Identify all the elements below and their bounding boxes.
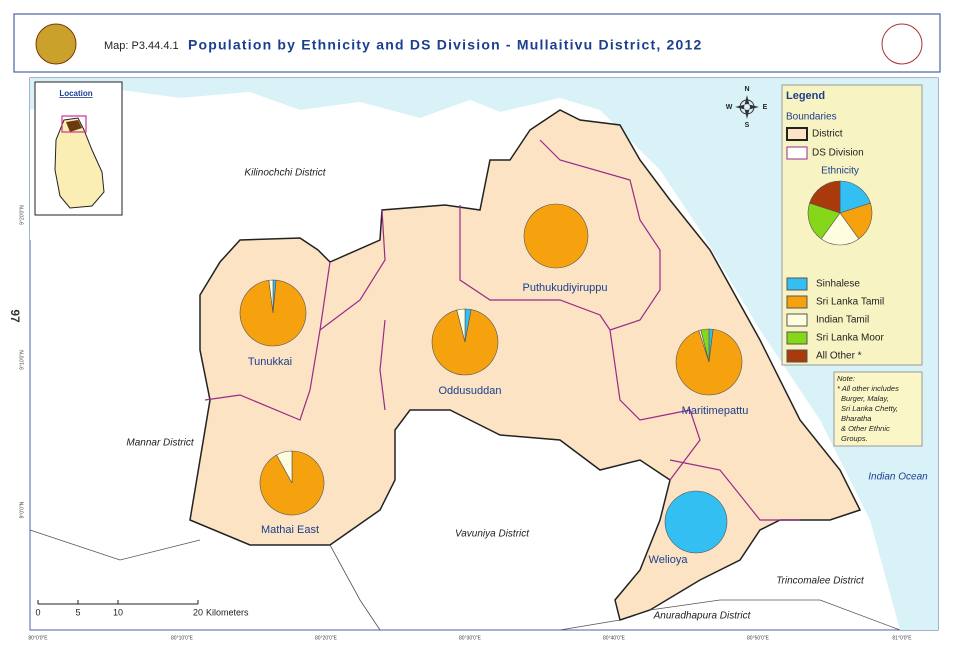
region-label: Indian Ocean	[868, 472, 928, 483]
pie-slice	[523, 203, 589, 269]
region-label: Vavuniya District	[455, 529, 530, 540]
scale-label: 5	[75, 607, 80, 617]
location-label: Location	[59, 89, 92, 98]
compass-rose	[735, 95, 759, 119]
legend-subtitle: Ethnicity	[821, 166, 859, 177]
compass-letter: E	[763, 104, 768, 111]
note-text: & Other Ethnic	[841, 424, 890, 433]
ds-line	[669, 459, 800, 521]
page-number: 97	[8, 309, 22, 323]
longitude-label: 81°0'0"E	[892, 635, 912, 641]
district-swatch	[786, 127, 808, 141]
note-text: Burger, Malay,	[841, 394, 889, 403]
ds-boundaries	[204, 139, 800, 521]
inset-district	[66, 120, 82, 132]
pie-slice	[239, 279, 307, 347]
latitude-label: 9°20'0"N	[19, 205, 25, 225]
note-text: Groups.	[841, 434, 868, 443]
legend-swatch	[786, 295, 808, 309]
legend-swatch	[786, 349, 808, 363]
legend-swatch	[786, 313, 808, 327]
compass-star	[735, 95, 759, 119]
legend-label: Sri Lanka Tamil	[816, 297, 884, 308]
division-label: Puthukudiyiruppu	[522, 282, 607, 294]
longitude-label: 80°10'0"E	[171, 635, 194, 641]
division-label: Welioya	[649, 554, 689, 566]
pie-slice	[675, 328, 743, 396]
latitude-label: 9°0'0"N	[19, 501, 25, 518]
land-north	[30, 90, 560, 300]
compass-letter: S	[745, 122, 750, 129]
latitude-label: 9°10'0"N	[19, 350, 25, 370]
legend-subtitle: Boundaries	[786, 112, 837, 123]
legend-label: DS Division	[812, 148, 864, 159]
longitude-label: 80°0'0"E	[28, 635, 48, 641]
sri-lanka-outline	[54, 117, 105, 209]
ds-line	[609, 329, 701, 481]
pie-slice	[268, 279, 274, 314]
legend-label: Sri Lanka Moor	[816, 333, 884, 344]
legend-swatch	[786, 331, 808, 345]
pie-slice	[664, 490, 728, 554]
border-line	[559, 619, 621, 631]
title: Population by Ethnicity and DS Division …	[188, 37, 702, 53]
division-label: Oddusuddan	[439, 385, 502, 397]
scale-label: 20	[193, 607, 203, 617]
outside-lines	[29, 529, 901, 631]
map-id: Map: P3.44.4.1	[104, 40, 179, 52]
note-text: * All other includes	[837, 384, 899, 393]
legend-label: Indian Tamil	[816, 315, 869, 326]
pie-slice	[700, 328, 710, 363]
legend-swatch	[786, 277, 808, 291]
scale-label: 10	[113, 607, 123, 617]
longitude-label: 80°40'0"E	[603, 635, 626, 641]
legend-pie-slice	[820, 212, 860, 246]
legend-pie-slice	[807, 202, 841, 240]
pie-slice	[431, 309, 499, 376]
note-text: Bharatha	[841, 414, 871, 423]
region-label: Kilinochchi District	[244, 168, 326, 179]
border-line	[29, 529, 201, 561]
border-line	[649, 599, 901, 631]
note-text: Note:	[837, 374, 855, 383]
border-line	[329, 544, 381, 631]
scale-unit: Kilometers	[206, 607, 249, 617]
legend-label: Sinhalese	[816, 279, 860, 290]
region-label: Mannar District	[126, 438, 194, 449]
sea	[30, 78, 938, 630]
legend-label: All Other *	[816, 351, 862, 362]
note-box	[833, 371, 923, 447]
logo	[881, 23, 923, 65]
emblem	[35, 23, 77, 65]
division-label: Maritimepattu	[682, 405, 749, 417]
inset-highlight	[61, 115, 87, 133]
pie-slice	[456, 308, 466, 343]
ds-line	[379, 319, 386, 411]
legend-pie-slice	[839, 202, 873, 240]
ds-swatch	[786, 146, 808, 160]
ds-line	[319, 209, 386, 331]
region-label: Trincomalee District	[776, 576, 865, 587]
compass-letter: W	[726, 104, 733, 111]
compass-letter: N	[744, 86, 749, 93]
scale-label: 0	[35, 607, 40, 617]
legend-pie-slice	[839, 180, 871, 214]
longitude-label: 80°20'0"E	[315, 635, 338, 641]
note-text: Sri Lanka Chetty,	[841, 404, 898, 413]
header-box	[13, 13, 941, 73]
legend-pie-slice	[809, 180, 841, 214]
legend-label: District	[812, 129, 843, 140]
pie-slice	[276, 450, 293, 484]
ds-line	[204, 261, 331, 421]
ds-line	[459, 139, 661, 331]
region-label: Anuradhapura District	[653, 611, 752, 622]
legend-title: Legend	[786, 90, 825, 102]
longitude-label: 80°30'0"E	[459, 635, 482, 641]
division-label: Mathai East	[261, 524, 319, 536]
division-label: Tunukkai	[248, 356, 292, 368]
longitude-label: 80°50'0"E	[747, 635, 770, 641]
